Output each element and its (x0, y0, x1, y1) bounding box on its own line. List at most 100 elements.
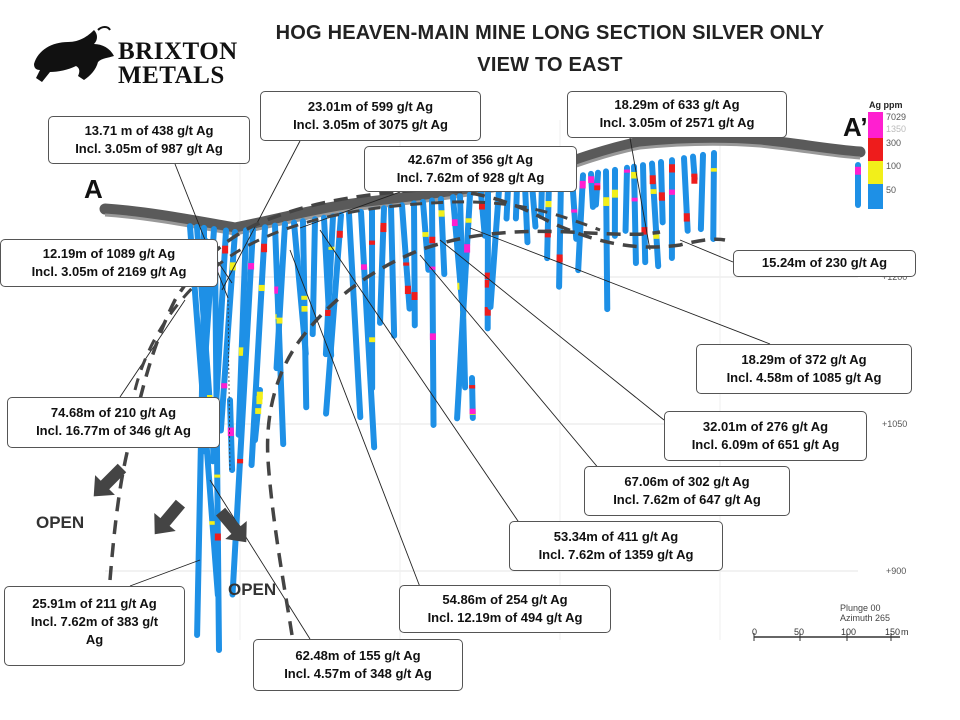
assay-interval (221, 383, 228, 389)
callout-leader (299, 191, 401, 229)
drill-hole-trace (658, 159, 666, 226)
drill-hole (503, 185, 511, 222)
callout-leader (629, 137, 651, 251)
drill-hole (592, 169, 601, 208)
callout-23-01m: 23.01m of 599 g/t Ag Incl. 3.05m of 3075 … (260, 91, 481, 141)
drill-hole (377, 205, 387, 326)
drill-hole-trace (503, 185, 511, 222)
drill-hole-trace (235, 227, 249, 438)
drill-hole-trace (640, 162, 649, 266)
assay-interval (579, 180, 586, 189)
assay-interval (484, 307, 491, 316)
section-start-label: A (84, 174, 103, 204)
drill-hole-trace (322, 213, 336, 358)
drill-hole (300, 218, 310, 411)
assay-interval (641, 227, 648, 235)
assay-interval (403, 262, 410, 266)
drill-hole (640, 162, 649, 266)
callout-leader (217, 261, 233, 284)
arrow-shape (93, 463, 127, 497)
callout-leader (174, 163, 229, 299)
drill-hole (681, 155, 691, 234)
page-subtitle: VIEW TO EAST (477, 54, 623, 76)
assay-interval (653, 234, 660, 239)
arrow-shape (215, 507, 247, 543)
assay-interval (336, 230, 343, 238)
drill-hole-trace (388, 204, 398, 339)
callout-12-19m: 12.19m of 1089 g/t Ag Incl. 3.05m of 2169… (0, 239, 218, 287)
assay-interval (229, 262, 236, 271)
projection-line (227, 299, 231, 471)
logo-line1: BRIXTON (118, 38, 238, 65)
assay-interval (256, 391, 263, 400)
assay-interval (484, 272, 491, 279)
callout-leader (129, 559, 201, 587)
callout-leader (221, 140, 301, 291)
drill-hole-trace (346, 210, 364, 421)
drill-hole (346, 210, 364, 421)
drill-hole (322, 213, 336, 358)
callout-leader (679, 239, 734, 263)
drill-hole-trace (631, 163, 639, 267)
assay-interval (276, 317, 283, 324)
callout-leader (289, 249, 421, 588)
callout-42-67m: 42.67m of 356 g/t Ag Incl. 7.62m of 928 g… (364, 146, 577, 192)
drill-hole (611, 166, 618, 239)
scale-tick-0: 0 (752, 627, 758, 637)
assay-interval (429, 266, 436, 270)
elevation-label-1200: +1200 (882, 272, 908, 282)
assay-interval (248, 263, 255, 270)
drill-hole-trace (710, 150, 717, 242)
drill-hole (631, 163, 639, 267)
assay-interval (683, 213, 690, 222)
legend-item-100: 100 (886, 161, 902, 171)
drill-hole (323, 212, 344, 417)
assay-interval (404, 285, 411, 295)
assay-interval (222, 245, 229, 254)
elevation-label-900: +900 (886, 566, 907, 576)
drill-hole (227, 397, 236, 473)
page-title: HOG HEAVEN-MAIN MINE LONG SECTION SILVER… (275, 22, 825, 44)
callout-leader (419, 254, 601, 471)
drill-hole (649, 160, 662, 270)
assay-interval (380, 222, 387, 227)
legend-swatch-50 (868, 184, 883, 209)
scale-unit: m (901, 627, 909, 637)
arrow-shape (154, 499, 186, 535)
drill-hole (469, 375, 476, 421)
legend-swatch-100 (868, 161, 883, 184)
callout-leader (469, 227, 771, 345)
assay-interval (469, 385, 476, 389)
assay-interval (328, 246, 335, 250)
assay-interval (611, 189, 618, 198)
drill-hole (235, 227, 249, 438)
drill-hole (369, 207, 376, 392)
callout-15-24m: 15.24m of 230 g/t Ag (733, 250, 916, 277)
drill-hole-trace (358, 208, 378, 451)
assay-interval (650, 189, 657, 194)
open-arrow-right (215, 507, 247, 543)
drill-hole-trace (273, 221, 288, 372)
drill-hole-trace (309, 216, 318, 338)
drill-hole-trace (429, 197, 437, 428)
drill-hole (273, 221, 288, 372)
assay-interval (710, 168, 717, 172)
drill-hole-trace (438, 196, 448, 278)
drill-hole-trace (512, 183, 520, 222)
drill-hole-trace (212, 247, 222, 653)
drill-hole (622, 164, 630, 234)
drill-hole (429, 197, 437, 428)
scale-tick-150: 150 (885, 627, 901, 637)
drill-hole-trace (697, 151, 706, 233)
drill-hole (478, 189, 488, 239)
assay-interval (380, 225, 387, 233)
legend-item-50: 50 (886, 185, 897, 195)
assay-interval (429, 333, 436, 340)
drill-hole (697, 151, 706, 233)
assay-interval (668, 164, 675, 173)
assay-interval (301, 306, 308, 312)
callout-leader (119, 299, 186, 398)
assay-interval (369, 337, 376, 343)
drill-hole (658, 159, 666, 226)
